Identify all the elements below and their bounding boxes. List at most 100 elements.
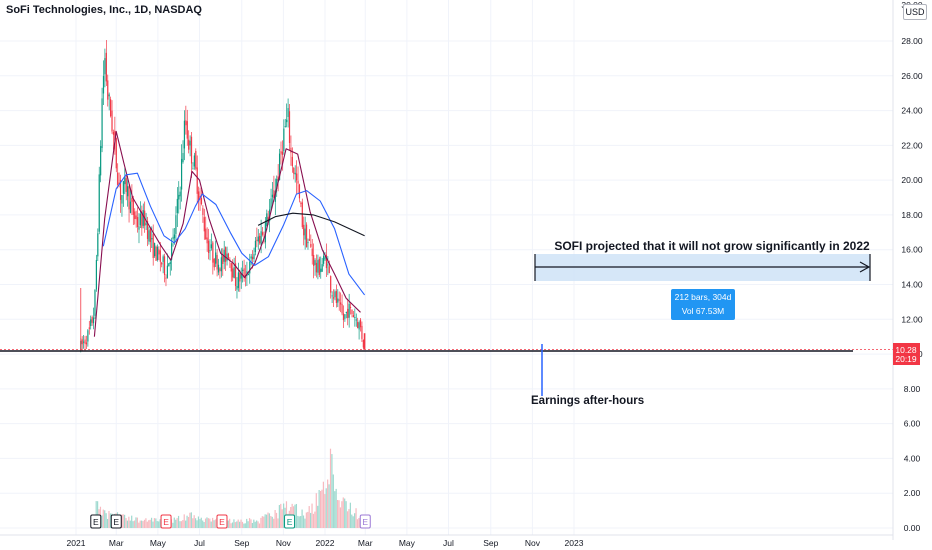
candle-body — [178, 194, 180, 200]
candle-body — [172, 236, 174, 240]
price-tick-label: 18.00 — [901, 210, 923, 220]
candle-body — [297, 180, 299, 184]
candle-body — [203, 217, 205, 232]
candle-body — [185, 120, 187, 126]
volume-bar — [319, 491, 322, 528]
candle-body — [94, 289, 96, 316]
volume-bar — [349, 502, 351, 528]
candle-body — [362, 339, 364, 348]
moving-averages — [93, 130, 366, 337]
candle-body — [274, 191, 276, 202]
volume-bar — [317, 505, 319, 528]
candle-body — [119, 180, 122, 200]
earnings-marker-icon[interactable] — [160, 514, 172, 529]
candle-body — [311, 248, 313, 257]
candle-body — [281, 151, 284, 155]
candle-body — [176, 198, 178, 214]
earnings-marker-icon[interactable] — [216, 514, 228, 529]
volume-bar — [283, 503, 285, 528]
volume-bar — [342, 497, 344, 528]
earnings-marker-icon[interactable] — [110, 514, 122, 529]
candle-body — [154, 243, 156, 257]
candle-body — [347, 308, 349, 319]
candle-body — [301, 202, 303, 228]
volume-bar — [185, 520, 187, 528]
price-tick-label: 28.00 — [901, 36, 923, 46]
volume-bar — [336, 499, 339, 528]
volume-bar — [322, 481, 324, 528]
symbol-title[interactable]: SoFi Technologies, Inc., 1D, NASDAQ — [6, 4, 202, 16]
range-label-box — [671, 289, 735, 320]
volume-bar — [281, 509, 283, 528]
volume-bar — [339, 507, 342, 528]
volume-bar — [210, 521, 212, 528]
candle-body — [270, 198, 272, 210]
volume-bar — [197, 516, 200, 528]
candle-body — [100, 146, 102, 176]
candle-body — [105, 52, 107, 82]
candle-body — [193, 155, 195, 167]
candle-body — [355, 319, 357, 321]
candle-body — [139, 213, 142, 226]
candle-body — [345, 311, 347, 313]
volume-bar — [324, 494, 326, 528]
volume-bar — [312, 513, 315, 528]
candle-body — [354, 316, 356, 318]
time-axis[interactable]: 2021 Mar May Jul Sep Nov 2022 Mar May Jul Sep Nov 20… — [0, 534, 893, 548]
price-axis[interactable]: 28.00 26.00 24.00 22.00 20.00 18.00 16.00 14.00… — [901, 0, 923, 533]
candle-body — [317, 260, 319, 273]
candle-body — [217, 264, 220, 273]
volume-bar — [186, 515, 188, 528]
volume-bar — [358, 517, 360, 528]
last-price-tag — [893, 343, 920, 365]
price-tick-label: 20.00 — [901, 175, 923, 185]
volume-bar — [346, 511, 349, 528]
candle-body — [108, 94, 110, 97]
candle-body — [127, 186, 129, 197]
time-tick-label: Sep — [483, 538, 498, 548]
candle-body — [242, 269, 244, 271]
volume-bar — [241, 521, 244, 528]
projection-annotation: SOFI projected that it will not grow sig… — [554, 239, 870, 253]
candle-body — [256, 239, 258, 241]
volume-bar — [129, 520, 131, 528]
volume-bar — [138, 522, 140, 528]
volume-bar — [125, 518, 127, 528]
candle-body — [253, 253, 255, 260]
time-tick-label: 2022 — [316, 538, 335, 548]
candle-body — [320, 268, 322, 273]
volume-bar — [204, 518, 207, 528]
volume-bar — [190, 512, 192, 528]
time-tick-label: Jul — [443, 538, 454, 548]
earnings-marker-label: E — [163, 517, 169, 527]
volume-bar — [325, 488, 327, 528]
price-tick-label: 6.00 — [904, 419, 921, 429]
candle-body — [92, 317, 95, 324]
earnings-marker-icon[interactable] — [284, 514, 296, 529]
candle-body — [136, 217, 139, 227]
candle-body — [261, 232, 264, 235]
candle-body — [251, 256, 254, 260]
earnings-marker-icon[interactable] — [90, 514, 102, 529]
candle-body — [118, 182, 120, 184]
currency-label[interactable]: USD — [903, 4, 927, 20]
candle-body — [198, 191, 200, 201]
candle-body — [232, 268, 234, 278]
volume-bar — [354, 513, 356, 528]
time-tick-label: 2021 — [67, 538, 86, 548]
candle-body — [222, 255, 224, 264]
candle-body — [351, 309, 353, 315]
candle-body — [324, 257, 326, 260]
candle-body — [308, 239, 310, 241]
volume-bar — [258, 523, 261, 528]
candle-body — [95, 260, 97, 290]
earnings-marker-icon[interactable] — [359, 514, 371, 529]
volume-bar — [128, 516, 130, 528]
candle-body — [348, 303, 350, 318]
candle-body — [230, 263, 232, 272]
volume-bar — [265, 514, 268, 528]
candle-body — [335, 291, 337, 303]
volume-bar — [145, 518, 147, 528]
candle-body — [205, 228, 207, 240]
